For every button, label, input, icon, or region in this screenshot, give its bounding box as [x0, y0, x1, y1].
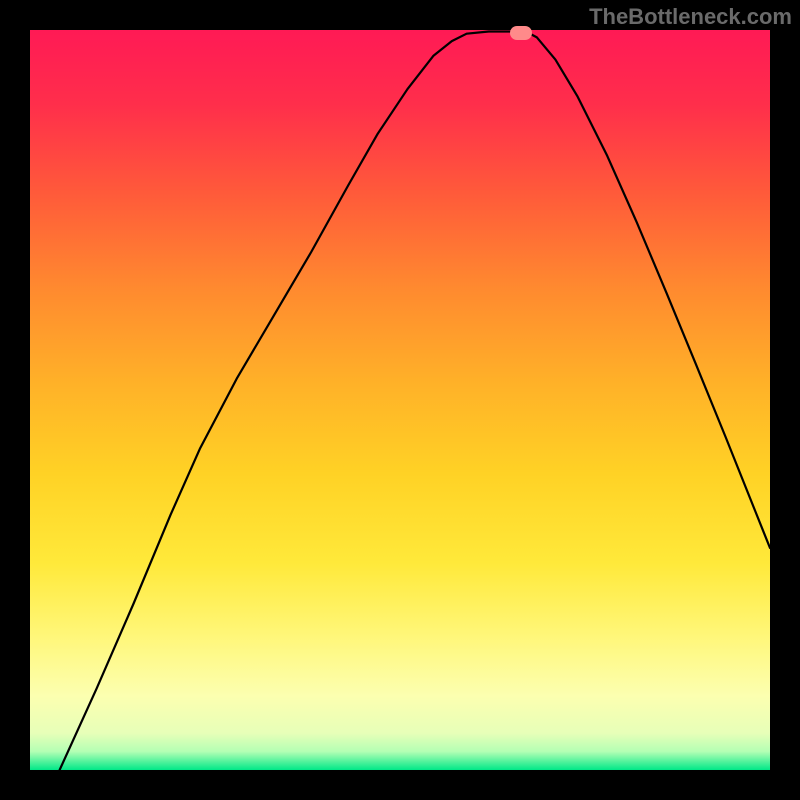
optimal-marker: [510, 26, 532, 40]
gradient-background: [30, 30, 770, 770]
chart-plot-area: [30, 30, 770, 770]
chart-frame: [30, 30, 770, 770]
watermark-text: TheBottleneck.com: [589, 4, 792, 30]
